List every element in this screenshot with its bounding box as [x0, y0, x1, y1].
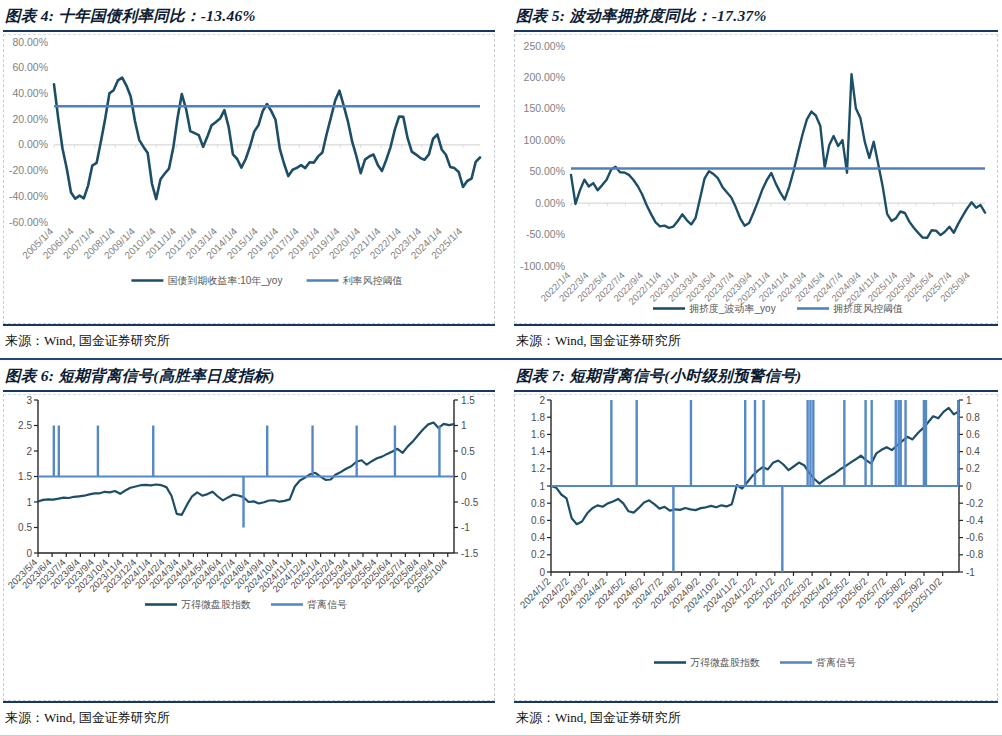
svg-text:150.00%: 150.00%: [524, 102, 565, 114]
svg-text:2: 2: [539, 396, 545, 406]
chart-6-line-chart: 32.521.510.501.510.50-0.5-1-1.52023/5/42…: [8, 396, 490, 692]
svg-text:1.5: 1.5: [461, 396, 475, 406]
svg-text:0.00%: 0.00%: [18, 138, 48, 150]
svg-text:1.4: 1.4: [531, 446, 545, 457]
chart-4-area: 80.00% 60.00% 40.00% 20.00% 0.00% -20.00% -40.…: [3, 34, 495, 324]
svg-text:2: 2: [26, 446, 32, 457]
svg-text:-100.00%: -100.00%: [520, 260, 565, 272]
chart-4-title: 图表 4: 十年国债利率同比：-13.46%: [3, 0, 495, 32]
svg-text:万得微盘股指数: 万得微盘股指数: [181, 599, 251, 610]
svg-text:-20.00%: -20.00%: [9, 164, 48, 176]
chart-7-title: 图表 7: 短期背离信号(小时级别预警信号): [514, 360, 998, 392]
svg-text:1.8: 1.8: [531, 412, 545, 423]
svg-text:万得微盘股指数: 万得微盘股指数: [690, 657, 760, 668]
svg-text:0.4: 0.4: [966, 446, 980, 457]
svg-text:100.00%: 100.00%: [524, 134, 565, 146]
chart-5-area: 250.00% 200.00% 150.00% 100.00% 50.00% 0.00% -…: [514, 34, 998, 324]
svg-text:国债到期收益率:10年_yoy: 国债到期收益率:10年_yoy: [167, 275, 282, 286]
svg-text:拥挤度_波动率_yoy: 拥挤度_波动率_yoy: [689, 303, 776, 314]
svg-text:0.8: 0.8: [966, 412, 980, 423]
svg-text:-60.00%: -60.00%: [9, 216, 48, 228]
chart-6-area: 32.521.510.501.510.50-0.5-1-1.52023/5/42…: [3, 394, 495, 701]
chart-6-source-note: 来源：Wind, 国金证券研究所: [3, 701, 495, 735]
svg-text:-0.4: -0.4: [966, 515, 984, 526]
chart-7-line-chart: 2 1.8 1.6 1.4 1.2 1 0.8 0.6 0.4 0.2 0 1 0.8 0.6 0.4 0.2…: [517, 396, 995, 694]
svg-text:-40.00%: -40.00%: [9, 190, 48, 202]
chart-6-title: 图表 6: 短期背离信号(高胜率日度指标): [3, 360, 495, 392]
svg-text:背离信号: 背离信号: [816, 657, 856, 668]
svg-text:背离信号: 背离信号: [307, 599, 347, 610]
svg-text:1: 1: [539, 481, 545, 492]
svg-text:-50.00%: -50.00%: [526, 228, 565, 240]
panel-chart-7: 图表 7: 短期背离信号(小时级别预警信号) 2 1.8 1.6 1.4 1.2 1 0.8…: [501, 360, 1002, 736]
panel-chart-6: 图表 6: 短期背离信号(高胜率日度指标) 3 2.5 2 1.5 1 0.5 0 1.5 1 0…: [0, 360, 501, 736]
svg-text:拥挤度风控阈值: 拥挤度风控阈值: [833, 303, 903, 314]
svg-text:250.00%: 250.00%: [524, 40, 565, 52]
svg-text:0.2: 0.2: [531, 549, 545, 560]
svg-text:-0.8: -0.8: [966, 549, 984, 560]
svg-text:-0.5: -0.5: [461, 497, 479, 508]
svg-text:1: 1: [461, 420, 467, 431]
svg-text:20.00%: 20.00%: [12, 113, 48, 125]
svg-text:1: 1: [966, 396, 972, 406]
svg-text:1.6: 1.6: [531, 429, 545, 440]
chart-5-source-note: 来源：Wind, 国金证券研究所: [514, 324, 998, 358]
report-chart-grid: 图表 4: 十年国债利率同比：-13.46% 80.00% 60.00% 40.00…: [0, 0, 1002, 736]
svg-text:60.00%: 60.00%: [12, 61, 48, 73]
svg-text:0.2: 0.2: [966, 463, 980, 474]
svg-text:-1: -1: [461, 522, 470, 533]
svg-text:2.5: 2.5: [18, 420, 32, 431]
svg-text:0.6: 0.6: [966, 429, 980, 440]
chart-4-source-note: 来源：Wind, 国金证券研究所: [3, 324, 495, 358]
svg-text:-1: -1: [966, 567, 975, 578]
svg-text:1.2: 1.2: [531, 463, 545, 474]
chart-7-area: 2 1.8 1.6 1.4 1.2 1 0.8 0.6 0.4 0.2 0 1 0.8 0.6 0.4 0.2…: [514, 394, 998, 701]
svg-text:0.6: 0.6: [531, 515, 545, 526]
svg-text:0.00%: 0.00%: [535, 197, 565, 209]
svg-text:3: 3: [26, 396, 32, 406]
svg-text:1: 1: [26, 497, 32, 508]
svg-text:0: 0: [966, 481, 972, 492]
svg-text:200.00%: 200.00%: [524, 71, 565, 83]
svg-text:-0.2: -0.2: [966, 498, 984, 509]
svg-text:0.5: 0.5: [461, 446, 475, 457]
svg-text:-0.6: -0.6: [966, 532, 984, 543]
svg-text:-1.5: -1.5: [461, 548, 479, 559]
panel-chart-4: 图表 4: 十年国债利率同比：-13.46% 80.00% 60.00% 40.00…: [0, 0, 501, 360]
svg-text:0.4: 0.4: [531, 532, 545, 543]
svg-text:40.00%: 40.00%: [12, 87, 48, 99]
chart-5-title: 图表 5: 波动率拥挤度同比：-17.37%: [514, 0, 998, 32]
svg-text:0: 0: [461, 471, 467, 482]
panel-chart-5: 图表 5: 波动率拥挤度同比：-17.37% 250.00% 200.00% 150…: [501, 0, 1002, 360]
chart-5-line-chart: 250.00% 200.00% 150.00% 100.00% 50.00% 0.00% -…: [517, 36, 995, 316]
chart-4-line-chart: 80.00% 60.00% 40.00% 20.00% 0.00% -20.00% -40.…: [8, 36, 490, 316]
svg-text:80.00%: 80.00%: [12, 36, 48, 48]
svg-text:0.5: 0.5: [18, 522, 32, 533]
chart-7-source-note: 来源：Wind, 国金证券研究所: [514, 701, 998, 735]
svg-text:0.8: 0.8: [531, 498, 545, 509]
svg-text:1.5: 1.5: [18, 471, 32, 482]
svg-text:50.00%: 50.00%: [529, 165, 565, 177]
svg-text:利率风控阈值: 利率风控阈值: [343, 275, 403, 286]
